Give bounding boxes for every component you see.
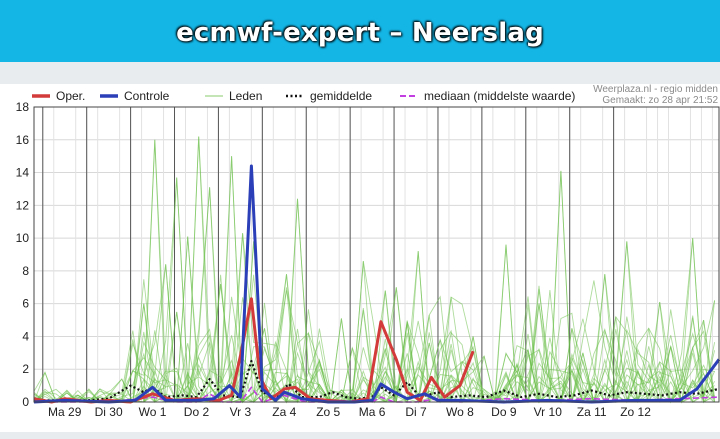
x-tick-label: Do 2 [184, 405, 210, 419]
series-line-leden-member [33, 241, 715, 404]
legend-label-controle: Controle [124, 89, 170, 103]
legend-label-gemiddelde: gemiddelde [310, 89, 372, 103]
x-tick-label: Di 7 [405, 405, 427, 419]
series-line-leden-member [33, 236, 716, 404]
x-tick-label: Vr 3 [230, 405, 252, 419]
page-title: ecmwf-expert – Neerslag [176, 18, 544, 48]
x-tick-label: Do 9 [491, 405, 517, 419]
series-line-leden-member [34, 241, 716, 404]
x-axis: Ma 29 Di 30 Wo 1 Do 2 Vr 3 Za 4 Zo 5 Ma 6 Di 7 Wo… [48, 405, 651, 419]
y-tick-label: 0 [22, 395, 29, 409]
y-axis: 0 2 4 6 8 10 12 14 16 18 [16, 100, 30, 409]
y-tick-label: 6 [22, 297, 29, 311]
precipitation-chart: 0 2 4 6 8 10 12 14 16 18 Ma 29 Di 30 Wo 1 Do 2 Vr 3 Za… [16, 84, 720, 419]
y-tick-label: 2 [22, 362, 29, 376]
chart-legend: Oper. Controle Leden gemiddelde mediaan (mid… [32, 89, 575, 103]
x-tick-label: Wo 8 [446, 405, 474, 419]
y-tick-label: 10 [16, 231, 30, 245]
y-tick-label: 14 [16, 166, 30, 180]
legend-label-leden: Leden [229, 89, 262, 103]
x-tick-label: Zo 5 [316, 405, 340, 419]
series-line-leden-member [34, 236, 715, 404]
y-tick-label: 4 [22, 329, 29, 343]
y-tick-label: 16 [16, 133, 30, 147]
x-tick-label: Vr 10 [534, 405, 563, 419]
x-tick-label: Za 4 [272, 405, 296, 419]
series-line-gemiddelde [34, 359, 720, 402]
plot-frame [33, 106, 720, 403]
series-line-leden-member [33, 238, 715, 404]
y-tick-label: 18 [16, 100, 30, 114]
app-header: ecmwf-expert – Neerslag [0, 0, 720, 62]
y-tick-label: 12 [16, 198, 30, 212]
series-line-leden-member [33, 238, 715, 404]
x-tick-label: Zo 12 [620, 405, 651, 419]
legend-label-mediaan: mediaan (middelste waarde) [424, 89, 575, 103]
x-tick-label: Ma 29 [48, 405, 82, 419]
x-tick-label: Wo 1 [139, 405, 167, 419]
series-line-leden-member [34, 241, 716, 404]
series-line-leden-member [34, 187, 715, 404]
x-tick-label: Di 30 [95, 405, 123, 419]
x-tick-label: Ma 6 [359, 405, 386, 419]
credit-made: Gemaakt: zo 28 apr 21:52 [602, 95, 718, 106]
y-tick-label: 8 [22, 264, 29, 278]
legend-label-oper: Oper. [56, 89, 85, 103]
x-tick-label: Za 11 [577, 405, 607, 419]
series-line-leden-member [33, 241, 715, 404]
credit-source: Weerplaza.nl - regio midden [593, 84, 718, 95]
